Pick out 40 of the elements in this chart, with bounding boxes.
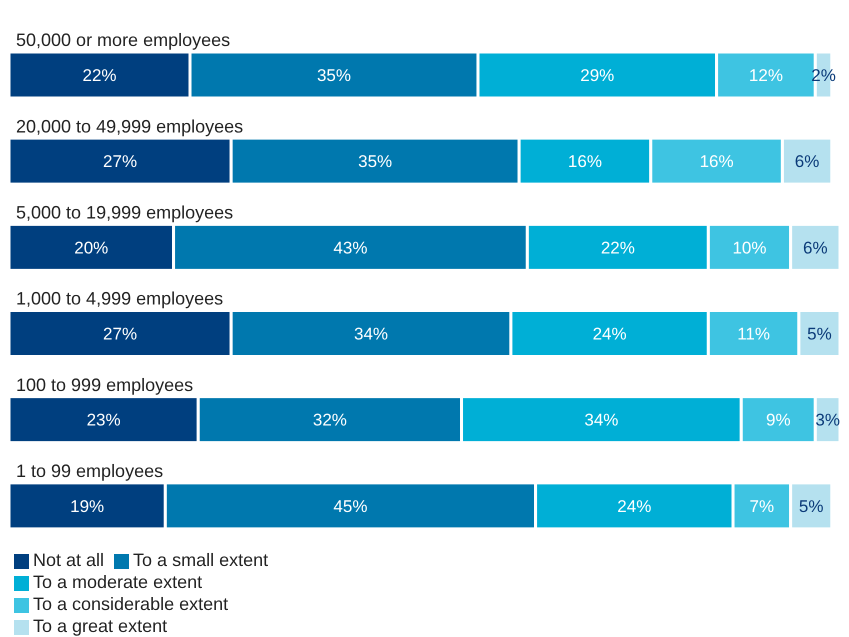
y-tick-label: 5,000 to 19,999 employees [16,202,234,222]
data-label: 22% [600,238,635,258]
legend-label: Not at all [33,550,104,570]
data-label: 19% [70,496,104,516]
data-label: 9% [766,410,791,430]
legend-label: To a small extent [133,550,268,570]
data-label: 16% [568,152,602,172]
data-label: 27% [103,324,138,344]
legend-label: To a considerable extent [33,594,228,614]
data-label: 7% [750,496,774,516]
data-label: 6% [794,152,820,172]
data-label: 10% [732,238,767,258]
data-label: 34% [584,410,618,430]
data-label: 34% [354,324,388,344]
data-label: 12% [748,66,783,86]
data-label: 35% [316,66,352,86]
y-tick-label: 50,000 or more employees [16,30,230,50]
data-label: 11% [737,324,770,344]
data-label: 43% [333,238,368,258]
data-label: 6% [803,238,828,258]
data-label: 5% [798,496,824,516]
data-label: 23% [86,410,121,430]
data-label: 20% [74,238,108,258]
data-label: 32% [312,410,347,430]
data-label: 35% [358,152,392,172]
y-tick-label: 1,000 to 4,999 employees [16,288,224,309]
y-tick-label: 20,000 to 49,999 employees [16,116,244,136]
data-label: 29% [580,66,614,86]
data-label: 22% [82,66,117,86]
data-label: 5% [807,324,832,344]
y-tick-label: 1 to 99 employees [16,460,164,481]
data-label: 24% [592,324,627,344]
data-label: 16% [700,152,734,172]
legend-label: To a great extent [33,616,168,636]
data-label: 45% [333,496,368,516]
y-tick-label: 100 to 999 employees [16,374,194,395]
data-label: 27% [103,152,138,172]
legend-label: To a moderate extent [33,572,202,592]
data-label: 3% [815,410,840,430]
data-label: 24% [617,496,652,516]
